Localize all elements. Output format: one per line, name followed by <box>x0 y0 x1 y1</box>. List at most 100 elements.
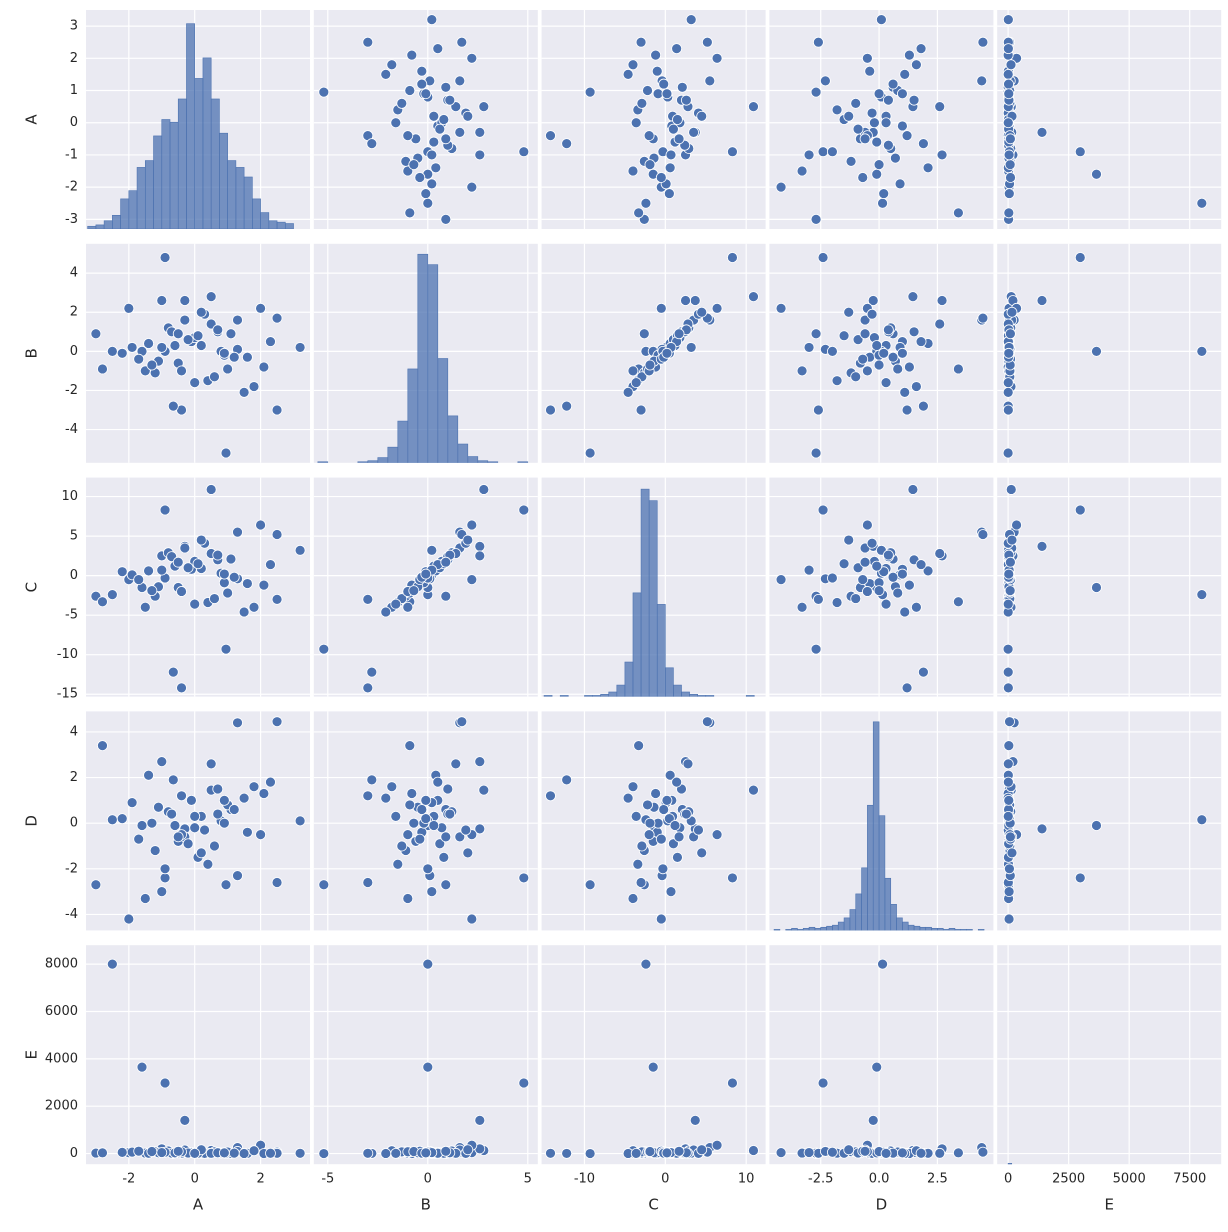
scatter-point <box>212 808 224 820</box>
scatter-point <box>838 330 850 342</box>
scatter-point <box>977 529 989 540</box>
scatter-point <box>294 544 306 556</box>
histogram-bar <box>640 488 650 697</box>
scatter-point <box>711 302 723 314</box>
scatter-point <box>228 571 240 583</box>
scatter-point <box>953 1147 964 1159</box>
scatter-point <box>859 1145 871 1157</box>
scatter-point <box>918 138 929 150</box>
scatter-point <box>866 107 878 119</box>
scatter-point <box>444 808 456 820</box>
scatter-point <box>901 130 913 142</box>
scatter-point <box>294 1147 306 1159</box>
y-tick-label: 2000 <box>45 1099 78 1114</box>
histogram-bar <box>785 929 792 931</box>
scatter-point <box>1002 117 1014 129</box>
scatter-point <box>416 804 428 815</box>
histogram-bar <box>942 929 950 931</box>
scatter-point <box>420 813 432 825</box>
x-tick-label: -10 <box>574 1172 595 1187</box>
scatter-point <box>899 606 911 618</box>
y-tick-label: 0 <box>70 344 78 359</box>
histogram-bar <box>705 695 715 697</box>
scatter-point <box>474 550 486 562</box>
scatter-point <box>904 49 915 61</box>
scatter-point <box>1036 540 1048 552</box>
scatter-point <box>1003 347 1015 359</box>
scatter-point <box>859 556 871 568</box>
histogram-bar <box>276 221 286 229</box>
scatter-point <box>622 69 634 80</box>
scatter-point <box>438 852 450 863</box>
panel <box>769 243 994 463</box>
scatter-point <box>644 1146 656 1157</box>
scatter-point <box>172 831 184 843</box>
panel-marks <box>90 484 306 694</box>
scatter-point <box>682 758 694 770</box>
scatter-point <box>658 78 670 90</box>
panel-marks <box>775 14 989 225</box>
scatter-point <box>627 365 639 377</box>
panel <box>313 711 538 931</box>
histogram-bar <box>837 921 845 931</box>
scatter-point <box>803 149 815 161</box>
scatter-point <box>878 188 890 199</box>
scatter-point <box>220 447 232 459</box>
panel-background <box>769 945 994 1165</box>
scatter-point <box>1002 666 1014 678</box>
panel-marks <box>775 252 989 459</box>
scatter-point <box>1002 598 1014 610</box>
scatter-point <box>366 666 378 678</box>
scatter-point <box>179 1115 191 1126</box>
scatter-point <box>843 110 855 122</box>
scatter-point <box>318 879 330 891</box>
scatter-point <box>192 330 204 342</box>
scatter-point <box>450 758 462 770</box>
scatter-point <box>904 579 915 591</box>
x-tick-label: 0 <box>1004 1172 1012 1187</box>
histogram-bar <box>616 684 626 697</box>
scatter-point <box>156 756 168 767</box>
scatter-point <box>454 75 466 87</box>
scatter-point <box>899 387 911 398</box>
scatter-point <box>434 838 446 850</box>
scatter-point <box>176 790 187 802</box>
scatter-point <box>404 207 416 219</box>
histogram-bar <box>210 98 220 229</box>
scatter-point <box>248 381 260 392</box>
scatter-point <box>518 146 530 158</box>
histogram-bar <box>467 456 479 463</box>
scatter-point <box>850 593 862 604</box>
scatter-point <box>655 302 667 314</box>
scatter-point <box>318 643 330 655</box>
scatter-point <box>402 601 414 613</box>
scatter-point <box>883 549 894 561</box>
scatter-point <box>545 1147 556 1159</box>
scatter-point <box>883 139 894 151</box>
histogram-bar <box>437 358 449 463</box>
panel-background <box>541 10 766 229</box>
histogram-bar <box>861 867 868 931</box>
scatter-point <box>630 1147 642 1159</box>
scatter-point <box>627 893 639 904</box>
scatter-point <box>934 548 946 559</box>
scatter-point <box>143 565 154 577</box>
scatter-point <box>1003 886 1015 898</box>
scatter-point <box>189 598 201 610</box>
scatter-point <box>827 345 838 357</box>
scatter-point <box>748 291 759 302</box>
scatter-point <box>139 893 151 904</box>
scatter-point <box>775 181 787 193</box>
histogram-bar <box>317 461 329 463</box>
scatter-point <box>661 347 673 359</box>
scatter-point <box>650 49 662 61</box>
scatter-point <box>228 804 240 815</box>
scatter-point <box>192 558 204 570</box>
histogram-bar <box>745 695 755 697</box>
scatter-point <box>366 138 378 150</box>
panel <box>86 10 310 229</box>
scatter-point <box>673 328 685 340</box>
scatter-point <box>817 1077 829 1089</box>
scatter-point <box>380 69 392 80</box>
